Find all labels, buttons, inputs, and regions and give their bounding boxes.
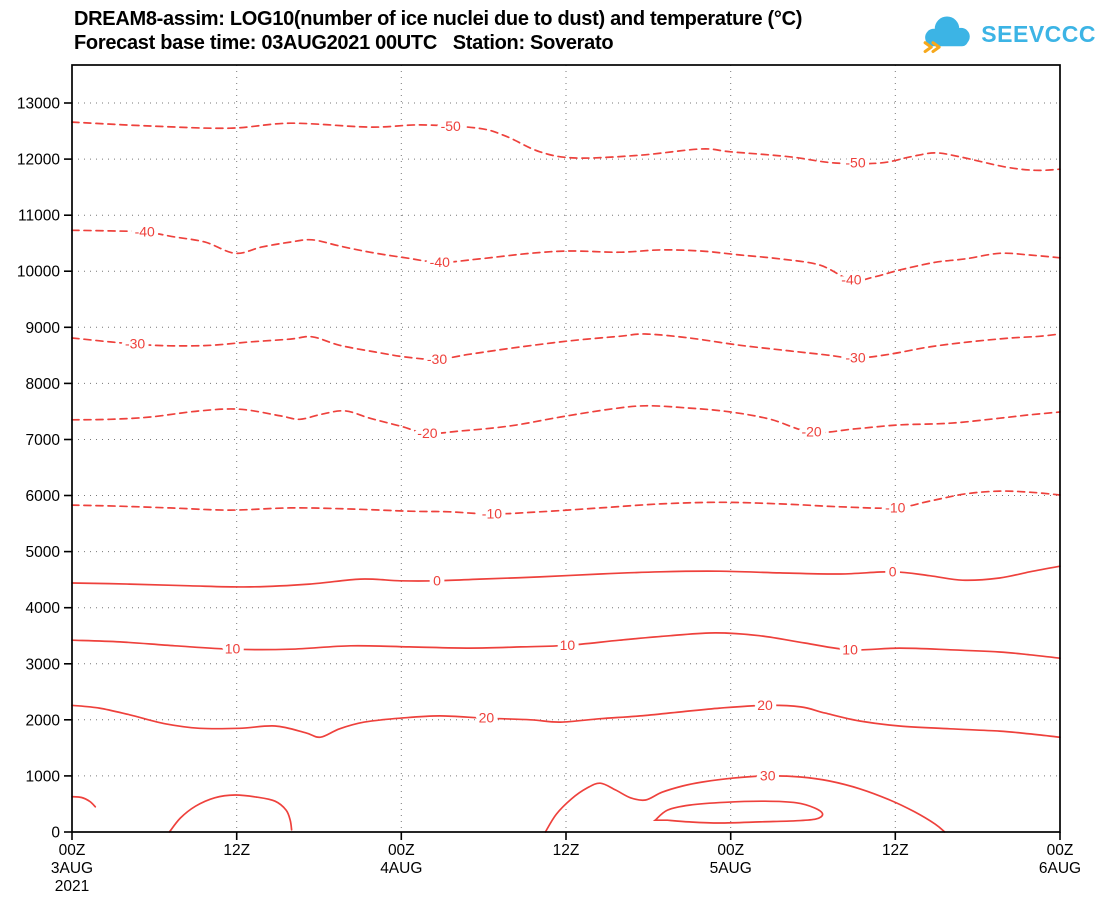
contour-label: -30: [125, 336, 145, 352]
contour-label: 10: [225, 641, 241, 657]
x-date-label: 4AUG: [380, 860, 422, 877]
contour-label: -40: [430, 254, 450, 270]
seevccc-cloud-icon: [923, 16, 971, 54]
contour-label: -30: [427, 351, 447, 367]
contour-line--10: [71, 490, 1061, 515]
contour-line-20: [71, 704, 1061, 739]
contour-label: -40: [135, 224, 155, 240]
contour-line-10: [71, 632, 1061, 660]
contour-label: 0: [433, 572, 441, 588]
contour-label: 0: [889, 563, 897, 579]
y-tick-label: 4000: [26, 600, 61, 617]
x-date-label: 5AUG: [710, 860, 752, 877]
x-date-label: 6AUG: [1039, 860, 1081, 877]
y-tick-label: 11000: [18, 208, 60, 225]
contour-label: -20: [417, 425, 437, 441]
contour-line-40: [652, 800, 824, 824]
contour-label: -20: [801, 424, 821, 440]
x-tick-label: 12Z: [882, 842, 909, 859]
contour-line-30: [168, 794, 293, 833]
y-tick-label: 3000: [26, 656, 61, 673]
x-date-label: 2021: [55, 878, 89, 895]
contour-line-30: [71, 795, 97, 808]
y-tick-label: 12000: [17, 152, 60, 169]
y-tick-label: 7000: [26, 432, 61, 449]
contour-label: -30: [845, 350, 865, 366]
x-tick-label: 00Z: [388, 842, 415, 859]
y-tick-label: 2000: [26, 712, 61, 729]
logo-chevrons-icon: [923, 41, 941, 54]
chart-title: DREAM8-assim: LOG10(number of ice nuclei…: [74, 8, 803, 30]
y-tick-label: 8000: [26, 376, 61, 393]
seevccc-logo: SEEVCCC: [919, 13, 1096, 55]
contour-label: 20: [757, 697, 773, 713]
contour-line-30: [544, 775, 946, 833]
x-tick-label: 00Z: [59, 842, 86, 859]
seevccc-logo-text: SEEVCCC: [981, 20, 1096, 47]
contour-label: -50: [441, 118, 461, 134]
contour-label: 20: [479, 710, 495, 726]
y-tick-label: 0: [51, 825, 60, 842]
contour-line--50: [71, 121, 1061, 172]
y-tick-label: 10000: [17, 264, 60, 281]
contour-label: 10: [560, 637, 576, 653]
contour-line--30: [71, 333, 1061, 361]
y-tick-label: 9000: [26, 320, 61, 337]
contour-label: -10: [885, 499, 905, 515]
contour-label: -50: [845, 155, 865, 171]
contour-label: 30: [760, 767, 776, 783]
y-tick-label: 1000: [26, 768, 61, 785]
contour-line--20: [71, 404, 1061, 435]
contour-line-0: [71, 565, 1061, 588]
contour-label: -40: [841, 272, 861, 288]
cloud-shape: [925, 16, 971, 47]
contour-line--40: [71, 229, 1061, 282]
y-tick-label: 5000: [26, 544, 61, 561]
contour-label: -10: [482, 506, 502, 522]
x-tick-label: 00Z: [717, 842, 744, 859]
x-tick-label: 00Z: [1047, 842, 1074, 859]
contour-label: 10: [842, 641, 858, 657]
x-tick-label: 12Z: [223, 842, 250, 859]
x-tick-label: 12Z: [553, 842, 580, 859]
x-date-label: 3AUG: [51, 860, 93, 877]
y-tick-label: 6000: [26, 488, 61, 505]
chart-subtitle: Forecast base time: 03AUG2021 00UTC Stat…: [74, 32, 614, 54]
plot-frame: [71, 64, 1061, 833]
y-tick-label: 13000: [17, 96, 60, 113]
